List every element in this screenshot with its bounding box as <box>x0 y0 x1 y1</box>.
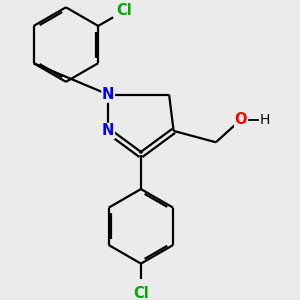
Text: N: N <box>102 87 114 102</box>
Text: O: O <box>235 112 247 127</box>
Text: Cl: Cl <box>133 286 149 300</box>
Text: Cl: Cl <box>116 3 132 18</box>
Text: H: H <box>260 112 270 127</box>
Text: N: N <box>102 123 114 138</box>
